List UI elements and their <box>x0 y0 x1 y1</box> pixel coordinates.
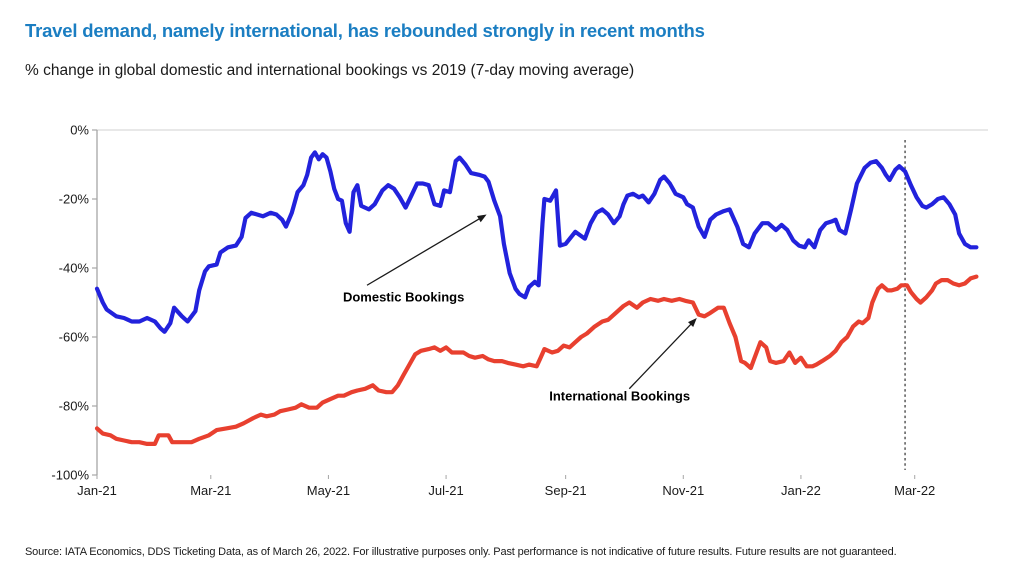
x-axis-tick-label: May-21 <box>307 483 350 498</box>
page-title: Travel demand, namely international, has… <box>25 20 705 41</box>
y-axis-tick-label: -80% <box>59 399 90 414</box>
y-axis-tick-label: -60% <box>59 330 90 345</box>
annotation-arrow-line <box>366 216 484 286</box>
x-axis-tick-label: Jan-22 <box>781 483 821 498</box>
international-bookings-line <box>94 274 979 446</box>
x-axis-tick-label: Mar-22 <box>894 483 935 498</box>
source-note: Source: IATA Economics, DDS Ticketing Da… <box>25 546 897 558</box>
x-axis-tick-label: Jan-21 <box>77 483 117 498</box>
domestic-bookings-line <box>94 150 979 334</box>
x-axis-tick-label: Nov-21 <box>662 483 704 498</box>
x-axis-tick-label: Mar-21 <box>190 483 231 498</box>
annotation-arrow-head <box>688 318 697 327</box>
annotation-arrow-line <box>628 320 695 390</box>
y-axis-tick-label: -20% <box>59 192 90 207</box>
annotation-label-international: International Bookings <box>549 388 691 404</box>
y-axis-tick-label: -100% <box>51 468 89 483</box>
annotation-arrow-head <box>477 214 487 223</box>
x-axis-tick-label: Sep-21 <box>545 483 587 498</box>
page-subtitle: % change in global domestic and internat… <box>25 62 635 79</box>
y-axis-tick-label: -40% <box>59 261 90 276</box>
annotation-label-domestic: Domestic Bookings <box>342 289 465 305</box>
y-axis-tick-label: 0% <box>70 123 89 138</box>
x-axis-tick-label: Jul-21 <box>428 483 463 498</box>
